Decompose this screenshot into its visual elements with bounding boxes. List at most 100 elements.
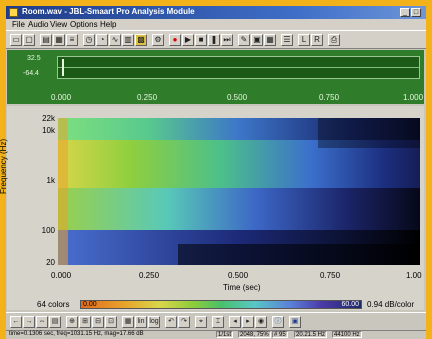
menu-options[interactable]: Options: [70, 20, 98, 29]
status-rate: 44100 Hz: [332, 331, 362, 338]
play-icon[interactable]: ▶: [182, 34, 194, 46]
snap-icon[interactable]: ◉: [255, 316, 267, 328]
log-button[interactable]: log: [148, 316, 160, 328]
spectrogram-plot[interactable]: [58, 118, 420, 265]
spec-onset-strip: [58, 118, 68, 265]
y-tick-20: 20: [46, 258, 55, 267]
spec-band-top: [58, 118, 420, 140]
scroll-right-icon[interactable]: →: [23, 316, 35, 328]
zoom-icon[interactable]: ⊕: [66, 316, 78, 328]
lin-button[interactable]: lin: [135, 316, 147, 328]
title-bar: Room.wav - JBL-Smaart Pro Analysis Modul…: [6, 6, 426, 19]
next-icon[interactable]: ⏭: [221, 34, 233, 46]
open-file-icon[interactable]: ▢: [23, 34, 35, 46]
y-tick-10k: 10k: [42, 126, 55, 135]
pause-icon[interactable]: ❚: [208, 34, 220, 46]
zoom-out-icon[interactable]: ⊟: [92, 316, 104, 328]
menu-audio[interactable]: Audio: [28, 20, 49, 29]
overview-bottom-label: -64.4: [23, 70, 39, 77]
list-icon[interactable]: ≡: [66, 34, 78, 46]
scroll-left-icon[interactable]: ←: [10, 316, 22, 328]
stop-icon[interactable]: ■: [195, 34, 207, 46]
page-icon[interactable]: ▤: [49, 316, 61, 328]
legend-high-value: 60.00: [341, 301, 359, 308]
window-icon[interactable]: ▣: [251, 34, 263, 46]
undo-icon[interactable]: ↶: [165, 316, 177, 328]
clock-icon[interactable]: ◔: [96, 34, 108, 46]
overview-tick-4: 1.000: [403, 93, 424, 102]
status-readout: time=0.1306 sec, freq=1031.15 Hz, mag=17…: [9, 331, 144, 337]
overview-tick-2: 0.500: [227, 93, 248, 102]
spec-shadow-bottom: [178, 244, 420, 265]
status-fft: 2048, 75%: [238, 331, 271, 338]
x-tick-4: 1.00: [406, 271, 422, 280]
legend-colors-label: 64 colors: [37, 300, 70, 309]
menu-view[interactable]: View: [50, 20, 68, 29]
save-icon[interactable]: ▦: [53, 34, 65, 46]
waveform-overview[interactable]: 32.5 -64.4 0.000 0.250 0.500 0.750 1.000: [7, 50, 424, 104]
record-icon[interactable]: ●: [169, 34, 181, 46]
redo-icon[interactable]: ↷: [178, 316, 190, 328]
spec-band-lower: [58, 188, 420, 230]
legend-scale-label: 0.94 dB/color: [367, 300, 415, 309]
spectrogram-panel: Frequency (Hz) 22k 10k 1k 100 20: [0, 106, 424, 299]
overview-centerline: [58, 67, 419, 68]
main-toolbar: ▭ ▢ ▤ ▦ ≡ ◷ ◔ ∿ ▥ ▩ ⚙ ● ▶ ■ ❚ ⏭ ✎ ▣ ▦ ☰ …: [6, 30, 426, 49]
color-scale-bar[interactable]: 0.00 60.00: [80, 300, 362, 309]
overview-tick-1: 0.250: [137, 93, 158, 102]
spectrogram-icon[interactable]: ▩: [135, 34, 147, 46]
time-icon[interactable]: ◷: [83, 34, 95, 46]
y-tick-1k: 1k: [46, 176, 55, 185]
menu-bar: File Audio View Options Help: [6, 19, 426, 30]
grid-toggle-icon[interactable]: ▦: [122, 316, 134, 328]
app-icon: [9, 8, 18, 17]
y-axis-label: Frequency (Hz): [0, 138, 8, 194]
x-tick-2: 0.500: [228, 271, 249, 280]
settings-icon[interactable]: ⚙: [152, 34, 164, 46]
edit-icon[interactable]: ✎: [238, 34, 250, 46]
left-channel-icon[interactable]: L: [298, 34, 310, 46]
next-marker-icon[interactable]: ▸: [242, 316, 254, 328]
window-title: Room.wav - JBL-Smaart Pro Analysis Modul…: [22, 7, 195, 16]
info-icon[interactable]: ⓘ: [272, 316, 284, 328]
maximize-button[interactable]: □: [411, 8, 421, 17]
zoom-fit-icon[interactable]: ⊡: [105, 316, 117, 328]
spec-band-mid: [58, 140, 420, 188]
bars-icon[interactable]: ▥: [122, 34, 134, 46]
app-window: Room.wav - JBL-Smaart Pro Analysis Modul…: [0, 6, 426, 339]
y-tick-22k: 22k: [42, 114, 55, 123]
y-tick-100: 100: [41, 226, 55, 235]
overview-tick-3: 0.750: [319, 93, 340, 102]
x-tick-1: 0.250: [139, 271, 160, 280]
x-axis-label: Time (sec): [223, 283, 261, 292]
fit-icon[interactable]: ⇔: [36, 316, 48, 328]
status-percent: # 95: [272, 331, 288, 338]
waveform-icon[interactable]: ∿: [109, 34, 121, 46]
marker-icon[interactable]: ⌖: [195, 316, 207, 328]
cursor-icon[interactable]: ⌶: [212, 316, 224, 328]
overview-plot[interactable]: [57, 56, 420, 79]
zoom-in-icon[interactable]: ⊞: [79, 316, 91, 328]
status-bar: time=0.1306 sec, freq=1031.15 Hz, mag=17…: [6, 330, 426, 339]
legend-low-value: 0.00: [83, 301, 97, 308]
overview-tick-0: 0.000: [51, 93, 72, 102]
status-resolution: 1/1st: [216, 331, 234, 338]
right-channel-icon[interactable]: R: [311, 34, 323, 46]
control-toolbar: ← → ⇔ ▤ ⊕ ⊞ ⊟ ⊡ ▦ lin log ↶ ↷ ⌖ ⌶ ◂ ▸ ◉ …: [6, 312, 426, 330]
window-mode-icon[interactable]: ▣: [289, 316, 301, 328]
new-file-icon[interactable]: ▭: [10, 34, 22, 46]
minimize-button[interactable]: _: [400, 8, 410, 17]
x-tick-3: 0.750: [320, 271, 341, 280]
status-freq-res: 20.21.5 Hz: [294, 331, 328, 338]
spec-shadow-top: [318, 118, 420, 148]
prev-marker-icon[interactable]: ◂: [229, 316, 241, 328]
open-folder-icon[interactable]: ▤: [40, 34, 52, 46]
overview-cursor[interactable]: [62, 59, 64, 76]
options-icon[interactable]: ☰: [281, 34, 293, 46]
overview-top-label: 32.5: [27, 55, 41, 62]
print-icon[interactable]: ⎙: [328, 34, 340, 46]
menu-file[interactable]: File: [12, 20, 25, 29]
menu-help[interactable]: Help: [100, 20, 117, 29]
grid-icon[interactable]: ▦: [264, 34, 276, 46]
x-tick-0: 0.000: [51, 271, 72, 280]
